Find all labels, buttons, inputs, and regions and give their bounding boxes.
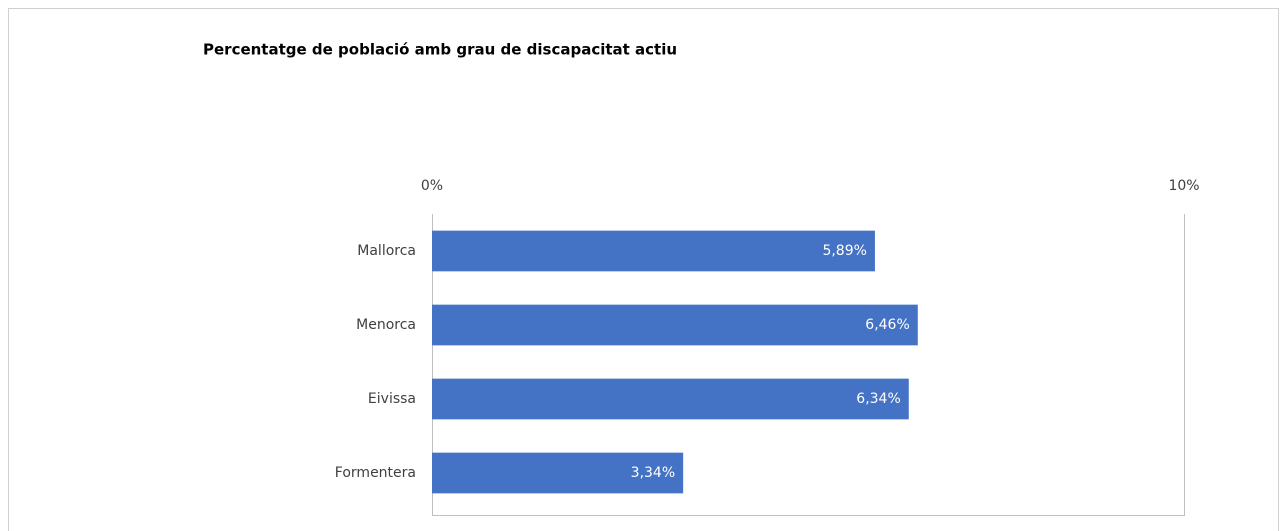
bar (432, 452, 684, 494)
x-tick-label: 10% (1168, 178, 1199, 194)
y-tick-label: Mallorca (357, 243, 416, 259)
y-tick-label: Eivissa (368, 391, 416, 407)
y-tick-label: Menorca (356, 317, 416, 333)
bar (432, 304, 918, 346)
data-label: 5,89% (822, 243, 866, 259)
bar (432, 378, 909, 420)
data-label: 3,34% (631, 465, 675, 481)
x-tick-label: 0% (421, 178, 443, 194)
data-label: 6,34% (856, 391, 900, 407)
data-label: 6,46% (865, 317, 909, 333)
chart-frame (8, 8, 1279, 531)
y-tick-label: Formentera (335, 465, 416, 481)
chart-title: Percentatge de població amb grau de disc… (203, 41, 677, 59)
bar (432, 230, 875, 272)
